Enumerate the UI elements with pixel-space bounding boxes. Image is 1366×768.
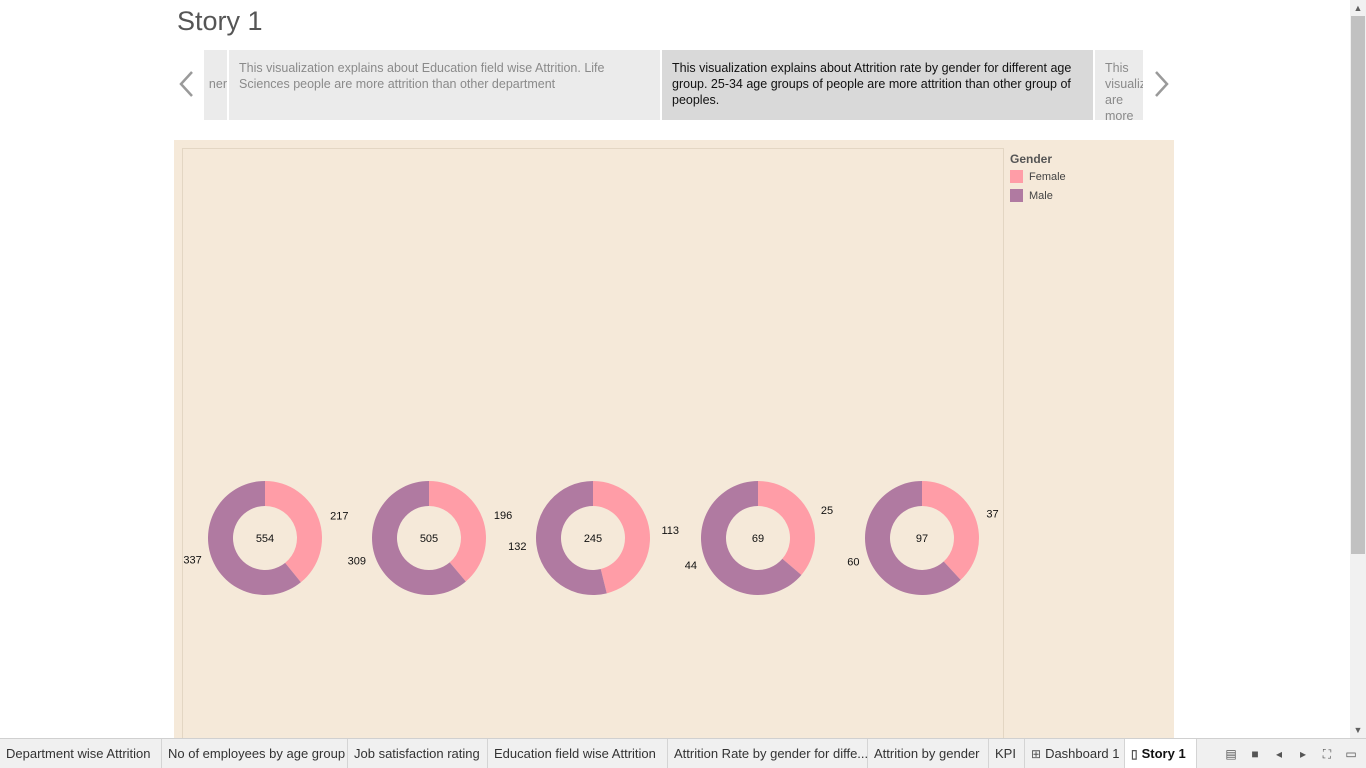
caption-partial-left[interactable]: ner xyxy=(204,50,227,120)
donut-female-label: 25 xyxy=(821,505,833,517)
donut-male-label: 309 xyxy=(348,555,366,567)
tab-label: Attrition Rate by gender for diffe... xyxy=(674,746,868,761)
tab-department-wise-attrition[interactable]: Department wise Attrition xyxy=(0,739,162,768)
show-sheets-icon[interactable]: ■ xyxy=(1251,746,1259,761)
caption-attrition-gender-age[interactable]: This visualization explains about Attrit… xyxy=(662,50,1093,120)
caption-education-field[interactable]: This visualization explains about Educat… xyxy=(229,50,660,120)
gender-legend: Gender Female Male xyxy=(1010,152,1160,208)
vertical-scrollbar[interactable]: ▲ ▼ xyxy=(1350,0,1366,738)
legend-title: Gender xyxy=(1010,152,1053,166)
donut-total-label: 554 xyxy=(256,533,274,545)
tab-job-satisfaction[interactable]: Job satisfaction rating xyxy=(348,739,488,768)
fullscreen-icon[interactable]: ⛶ xyxy=(1322,746,1332,761)
donut-slice-female[interactable] xyxy=(429,481,486,582)
tab-education-field[interactable]: Education field wise Attrition xyxy=(488,739,668,768)
donut-slice-male[interactable] xyxy=(208,481,301,595)
donut-total-label: 97 xyxy=(916,533,928,545)
tab-label: Story 1 xyxy=(1141,746,1186,761)
tab-employees-by-age[interactable]: No of employees by age group xyxy=(162,739,348,768)
scroll-thumb[interactable] xyxy=(1351,16,1365,554)
chevron-right-icon xyxy=(1155,71,1169,97)
tab-dashboard-1[interactable]: ⊞ Dashboard 1 xyxy=(1025,739,1125,768)
scroll-up-icon[interactable]: ▲ xyxy=(1353,3,1363,13)
previous-caption-button[interactable] xyxy=(176,66,198,102)
sheet-tab-bar: Department wise Attrition No of employee… xyxy=(0,738,1366,768)
presentation-mode-icon[interactable]: ▭ xyxy=(1345,746,1357,761)
donut-chart-panel: 554 217 337 505 196 309 245 113 132 69 25 44 97 37 60 xyxy=(182,148,1004,748)
tab-label: Dashboard 1 xyxy=(1045,746,1120,761)
donut-chart: 554 217 337 505 196 309 245 113 132 69 25 44 97 37 60 xyxy=(183,481,999,595)
caption-partial-right[interactable]: This visualization are more xyxy=(1095,50,1143,120)
tab-label: Education field wise Attrition xyxy=(494,746,656,761)
tab-label: Job satisfaction rating xyxy=(354,746,480,761)
scroll-tabs-left-icon[interactable]: ◂ xyxy=(1275,746,1283,761)
tab-label: No of employees by age group xyxy=(168,746,346,761)
donut-group[interactable]: 245 113 132 xyxy=(508,481,679,595)
donut-slice-male[interactable] xyxy=(701,481,802,595)
donut-slice-female[interactable] xyxy=(593,481,651,594)
donut-female-label: 196 xyxy=(494,510,512,522)
donut-slice-female[interactable] xyxy=(758,481,816,575)
donut-group[interactable]: 554 217 337 xyxy=(183,481,349,595)
donut-slice-male[interactable] xyxy=(536,481,607,595)
legend-swatch-female xyxy=(1010,170,1023,183)
tab-attrition-by-gender[interactable]: Attrition by gender xyxy=(868,739,989,768)
tab-story-1[interactable]: ▯ Story 1 xyxy=(1125,739,1197,768)
tab-label: Attrition by gender xyxy=(874,746,980,761)
story-icon: ▯ xyxy=(1131,747,1138,761)
donut-total-label: 69 xyxy=(752,533,764,545)
donut-female-label: 113 xyxy=(662,525,680,537)
donut-slice-female[interactable] xyxy=(265,481,322,583)
donut-male-label: 44 xyxy=(685,560,697,572)
chevron-left-icon xyxy=(179,71,193,97)
story-captions: ner This visualization explains about Ed… xyxy=(204,50,1143,120)
donut-group[interactable]: 97 37 60 xyxy=(847,481,999,595)
donut-total-label: 505 xyxy=(420,533,438,545)
tab-kpi[interactable]: KPI xyxy=(989,739,1025,768)
legend-swatch-male xyxy=(1010,189,1023,202)
donut-group[interactable]: 69 25 44 xyxy=(685,481,833,595)
tab-controls: ▤ ■ ◂ ▸ ⛶ ▭ xyxy=(1224,739,1358,768)
tab-label: Department wise Attrition xyxy=(6,746,151,761)
donut-slice-male[interactable] xyxy=(372,481,466,595)
legend-label-female: Female xyxy=(1029,170,1066,183)
donut-female-label: 37 xyxy=(986,509,998,521)
legend-item-female[interactable]: Female xyxy=(1010,170,1160,183)
story-title: Story 1 xyxy=(177,6,263,36)
legend-item-male[interactable]: Male xyxy=(1010,189,1160,202)
donut-group[interactable]: 505 196 309 xyxy=(348,481,513,595)
dashboard-area: 554 217 337 505 196 309 245 113 132 69 25 44 97 37 60 … xyxy=(174,140,1174,748)
tab-attrition-rate-gender[interactable]: Attrition Rate by gender for diffe... xyxy=(668,739,868,768)
donut-male-label: 132 xyxy=(508,541,526,553)
dashboard-icon: ⊞ xyxy=(1031,747,1042,761)
film-strip-icon[interactable]: ▤ xyxy=(1225,746,1237,761)
donut-male-label: 337 xyxy=(183,555,201,567)
legend-label-male: Male xyxy=(1029,189,1053,202)
donut-slice-male[interactable] xyxy=(865,481,961,595)
next-caption-button[interactable] xyxy=(1150,66,1172,102)
scroll-tabs-right-icon[interactable]: ▸ xyxy=(1299,746,1307,761)
donut-male-label: 60 xyxy=(847,557,859,569)
tab-label: KPI xyxy=(995,746,1016,761)
scroll-down-icon[interactable]: ▼ xyxy=(1353,725,1363,735)
donut-slice-female[interactable] xyxy=(922,481,980,580)
donut-total-label: 245 xyxy=(584,533,602,545)
donut-female-label: 217 xyxy=(330,511,348,523)
